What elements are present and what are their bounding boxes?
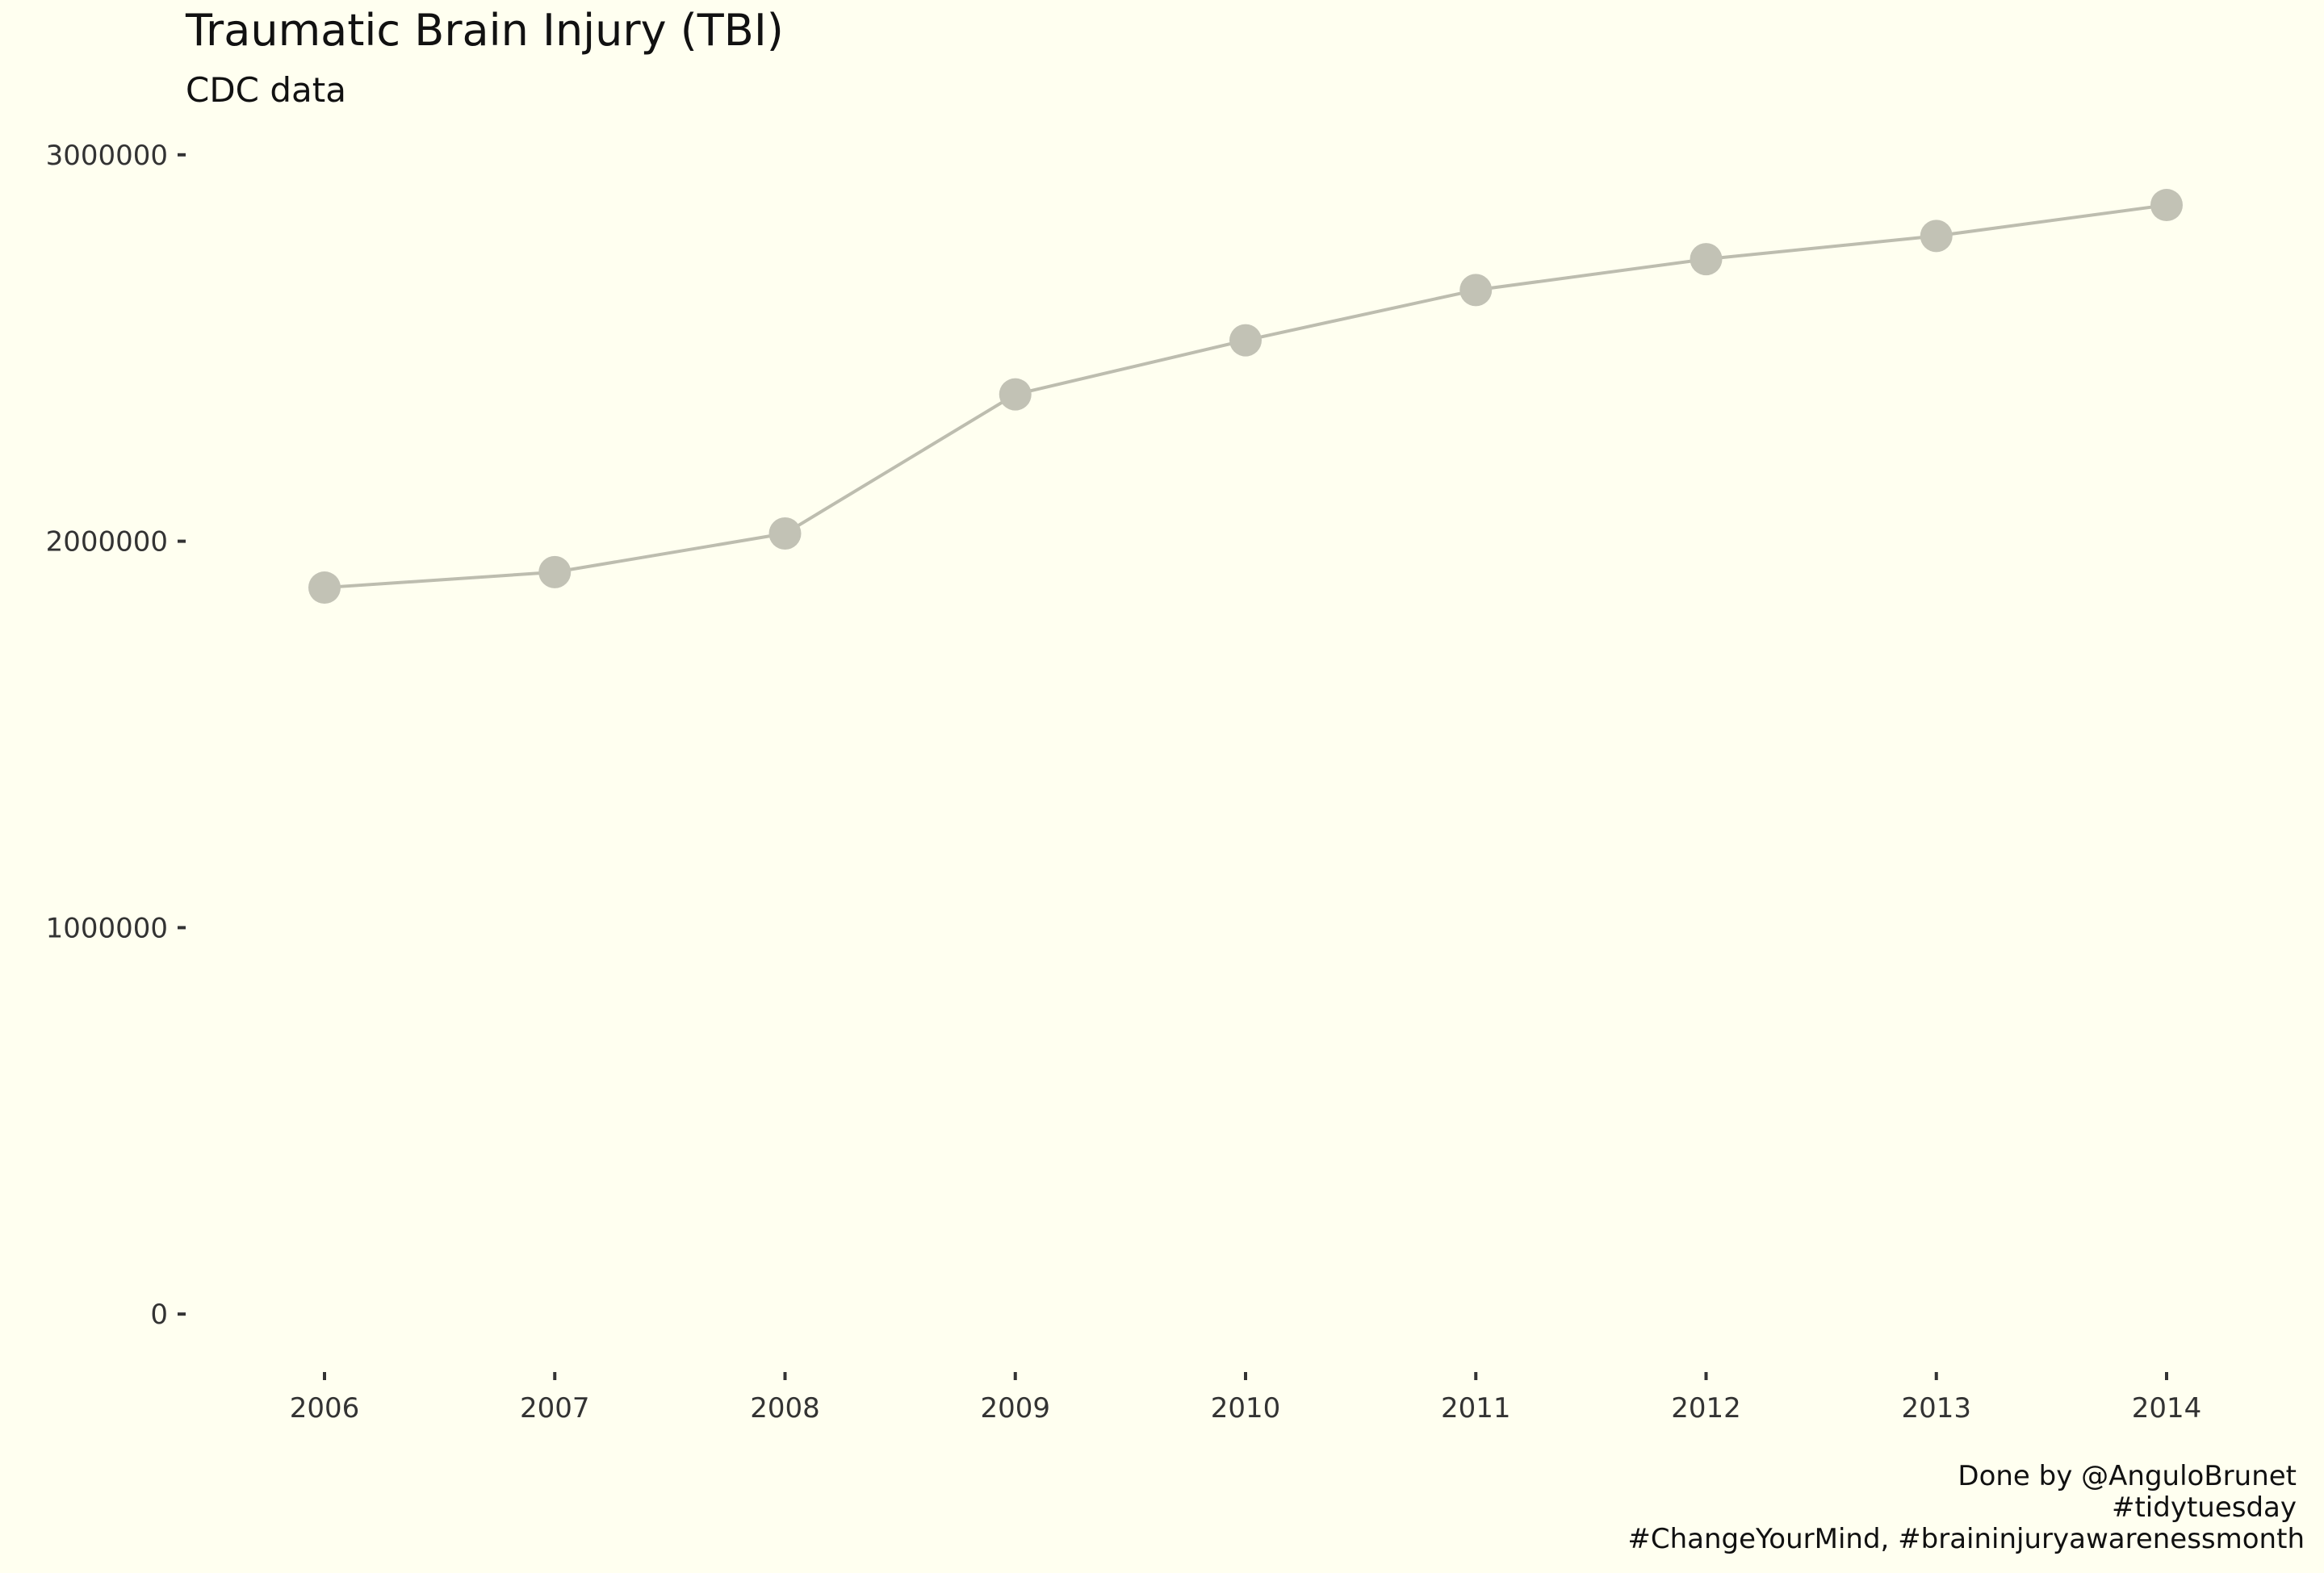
- chart-subtitle: CDC data: [186, 70, 346, 110]
- x-tick-label: 2006: [290, 1392, 360, 1424]
- caption: Done by @AnguloBrunet #tidytuesday #Chan…: [1627, 1460, 2305, 1555]
- x-tick-label: 2011: [1441, 1392, 1511, 1424]
- data-point: [1920, 220, 1953, 253]
- chart-title: Traumatic Brain Injury (TBI): [185, 5, 784, 56]
- x-tick-label: 2009: [980, 1392, 1050, 1424]
- data-point: [538, 555, 572, 588]
- x-tick-label: 2012: [1671, 1392, 1741, 1424]
- x-tick-label: 2010: [1211, 1392, 1281, 1424]
- data-point: [2150, 189, 2183, 222]
- y-tick-label: 3000000: [46, 140, 168, 172]
- data-point: [1690, 243, 1723, 276]
- data-point: [768, 517, 802, 550]
- y-tick-label: 0: [150, 1299, 168, 1331]
- y-tick-label: 1000000: [46, 912, 168, 944]
- x-tick-label: 2014: [2132, 1392, 2202, 1424]
- data-point: [1229, 324, 1262, 357]
- y-axis: 0 1000000 2000000 3000000: [46, 140, 186, 1331]
- x-tick-label: 2008: [750, 1392, 820, 1424]
- caption-line-1: Done by @AnguloBrunet: [1958, 1460, 2297, 1492]
- y-tick-label: 2000000: [46, 526, 168, 558]
- data-point: [999, 378, 1032, 411]
- x-axis: 2006 2007 2008 2009 2010 2011 2012 2013 2014: [290, 1372, 2202, 1424]
- x-tick-label: 2007: [520, 1392, 590, 1424]
- x-tick-label: 2013: [1901, 1392, 1971, 1424]
- data-point: [308, 571, 341, 605]
- series-layer: [308, 189, 2183, 605]
- data-point: [1459, 274, 1493, 307]
- caption-line-3: #ChangeYourMind, #braininjuryawarenessmo…: [1627, 1523, 2305, 1555]
- caption-line-2: #tidytuesday: [2112, 1491, 2297, 1524]
